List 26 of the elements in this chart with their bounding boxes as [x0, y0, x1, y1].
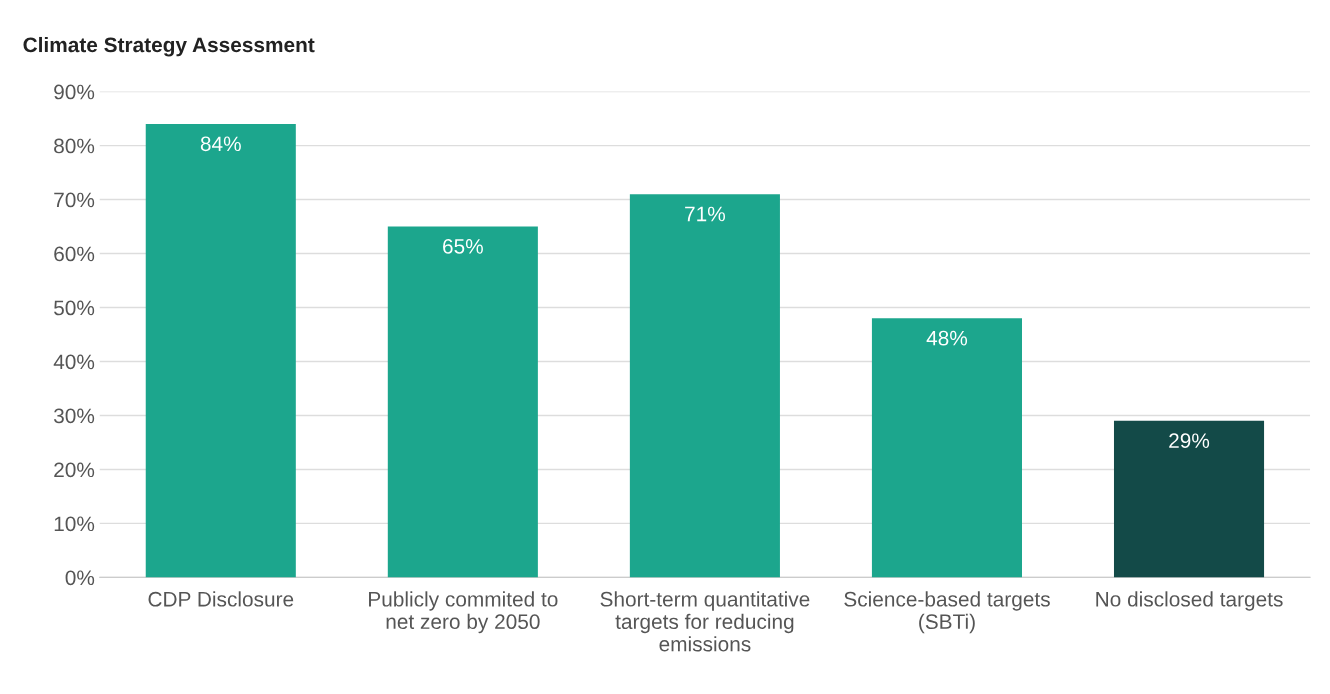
- y-tick-label: 20%: [54, 462, 95, 478]
- y-tick-label: 80%: [54, 138, 95, 154]
- y-tick-label: 30%: [53, 408, 95, 424]
- data-label: 71%: [685, 206, 726, 222]
- x-tick-label: CDP Disclosure: [148, 591, 294, 607]
- y-tick-label: 10%: [54, 516, 95, 532]
- data-label: 29%: [1169, 433, 1210, 449]
- y-tick-label: 50%: [54, 300, 95, 316]
- x-tick-label: Science-based targets (SBTi): [844, 591, 1050, 634]
- x-tick-label: Short-term quantitative targets for reducing emissions: [600, 591, 810, 652]
- y-tick-label: 90%: [54, 84, 95, 100]
- chart-title: Climate Strategy Assessment: [23, 36, 315, 57]
- y-tick-label: 70%: [54, 192, 95, 208]
- data-label: 65%: [443, 238, 483, 254]
- data-label: 48%: [926, 330, 968, 346]
- y-tick-label: 0%: [65, 570, 95, 586]
- y-tick-label: 40%: [53, 354, 95, 370]
- bar: [145, 123, 296, 578]
- x-tick-label: Publicly commited to net zero by 2050: [369, 591, 558, 634]
- y-tick-label: 60%: [54, 246, 95, 262]
- data-label: 84%: [200, 136, 241, 152]
- bar: [387, 226, 538, 578]
- bar: [871, 318, 1022, 578]
- x-tick-label: No disclosed targets: [1096, 591, 1283, 611]
- bar: [629, 194, 780, 578]
- bar: [1113, 420, 1265, 578]
